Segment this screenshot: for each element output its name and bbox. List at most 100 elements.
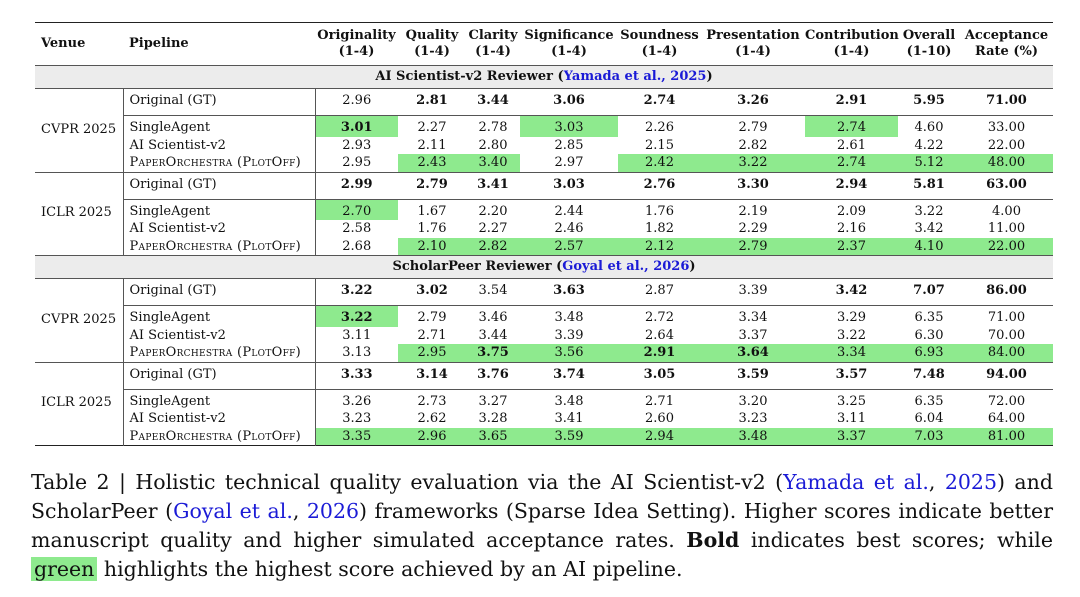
score-cell: 3.20 (738, 393, 768, 409)
score-cell: 22.00 (960, 237, 1053, 256)
score-cell: 2.64 (645, 327, 674, 343)
score-cell: 2.29 (738, 221, 768, 236)
header-metric: Acceptance Rate (%) (964, 28, 1049, 59)
score-cell: 2.57 (520, 237, 618, 256)
score-cell: 7.48 (898, 362, 960, 390)
caption-text: , (292, 499, 307, 523)
caption-cite-link[interactable]: 2026 (306, 499, 360, 523)
venue-group: CVPR 2025 Original (GT) 3.22 3.02 3.54 3.63 2.… (35, 278, 1053, 362)
header-metric: Significance (1-4) (524, 28, 614, 59)
header-metric: Clarity (1-4) (468, 28, 518, 59)
score-cell: 3.26 (701, 88, 805, 116)
pipeline-cell: SingleAgent (123, 115, 316, 137)
score-cell: 6.93 (898, 344, 960, 362)
pipeline-name: SingleAgent (129, 393, 211, 409)
score-cell: 71.00 (987, 310, 1026, 325)
score-cell: 2.85 (554, 137, 584, 153)
score-cell: 2.79 (738, 120, 768, 135)
table-header: Venue Pipeline Originality (1-4) Quality(… (35, 22, 1053, 66)
caption-cite-link[interactable]: Yamada et al. (783, 470, 929, 494)
table-row: SingleAgent 3.26 2.73 3.27 3.48 2.71 3.20 3.25 6… (35, 389, 1053, 410)
score-cell: 3.23 (342, 411, 372, 426)
score-cell: 2.79 (398, 172, 466, 200)
score-cell: 2.12 (618, 237, 701, 256)
reviewer-cite-link[interactable]: Goyal et al., 2026 (562, 259, 690, 275)
pipeline-cell: SingleAgent (123, 199, 316, 220)
caption-green-word: green (31, 557, 98, 581)
score-cell: 3.74 (520, 362, 618, 390)
score-cell: 4.00 (992, 203, 1021, 219)
score-cell: 86.00 (960, 278, 1053, 306)
table-caption: Table 2 | Holistic technical quality eva… (31, 468, 1053, 584)
score-cell: 3.26 (342, 393, 372, 409)
score-cell: 2.46 (554, 221, 584, 236)
score-cell: 2.95 (398, 344, 466, 362)
pipeline-name: Original (GT) (129, 176, 217, 192)
table-row: PaperOrchestra (PlotOff) 2.68 2.10 2.82 2.57… (35, 237, 1053, 256)
score-cell: 3.28 (478, 411, 508, 426)
pipeline-cell: Original (GT) (123, 88, 316, 116)
score-cell: 2.68 (342, 238, 372, 254)
caption-cite-link[interactable]: 2025 (944, 470, 997, 494)
pipeline-cell: AI Scientist-v2 (123, 410, 316, 428)
pipeline-name: PaperOrchestra (PlotOff) (129, 345, 302, 360)
table-row: SingleAgent 3.01 2.27 2.78 3.03 2.26 2.79 2.74 4… (35, 115, 1053, 137)
header-venue: Venue (41, 36, 86, 51)
score-cell: 3.22 (914, 203, 944, 219)
table-row: AI Scientist-v2 3.23 2.62 3.28 3.41 2.60 3.23 3… (35, 410, 1053, 428)
table-row: CVPR 2025 Original (GT) 2.96 2.81 3.44 3.06 2.… (35, 88, 1053, 172)
score-cell: 3.11 (342, 327, 372, 343)
score-cell: 3.27 (478, 393, 508, 409)
score-cell: 2.93 (342, 137, 372, 153)
score-cell: 48.00 (960, 154, 1053, 172)
pipeline-name: PaperOrchestra (PlotOff) (129, 238, 302, 254)
venue-group: ICLR 2025 Original (GT) 3.33 3.14 3.76 3.74 3.… (35, 362, 1053, 446)
score-cell: 84.00 (960, 344, 1053, 362)
score-cell: 2.74 (805, 115, 898, 137)
score-cell: 2.26 (645, 120, 674, 135)
table-row: AI Scientist-v2 2.58 1.76 2.27 2.46 1.82 2.29 2… (35, 220, 1053, 238)
score-cell: 2.74 (805, 154, 898, 172)
pipeline-name: Original (GT) (129, 366, 217, 382)
score-cell: 3.48 (554, 310, 584, 325)
score-cell: 3.14 (398, 362, 466, 390)
score-cell: 3.22 (315, 305, 398, 327)
pipeline-cell: PaperOrchestra (PlotOff) (123, 344, 316, 362)
score-cell: 3.37 (738, 327, 768, 343)
venue-cell: ICLR 2025 (35, 362, 124, 446)
venue-group: ICLR 2025 Original (GT) 2.99 2.79 3.41 3.03 2.… (35, 172, 1053, 256)
pipeline-cell: PaperOrchestra (PlotOff) (123, 237, 316, 256)
pipeline-cell: SingleAgent (123, 305, 316, 327)
score-cell: 3.63 (520, 278, 618, 306)
score-cell: 3.40 (466, 154, 520, 172)
score-cell: 5.81 (898, 172, 960, 200)
score-cell: 2.82 (466, 237, 520, 256)
venue-cell: CVPR 2025 (35, 88, 124, 172)
score-cell: 3.13 (342, 345, 372, 360)
score-cell: 2.96 (398, 427, 466, 446)
pipeline-cell: Original (GT) (123, 362, 316, 390)
caption-text: , (928, 470, 945, 494)
reviewer-row: ScholarPeer Reviewer (Goyal et al., 2026… (35, 255, 1053, 279)
score-cell: 2.09 (837, 203, 866, 219)
score-cell: 3.59 (520, 427, 618, 446)
score-cell: 1.76 (417, 221, 447, 236)
score-cell: 3.30 (701, 172, 805, 200)
score-cell: 4.60 (914, 120, 944, 135)
header-metric: Overall (1-10) (902, 28, 956, 59)
score-cell: 2.94 (805, 172, 898, 200)
score-cell: 2.37 (805, 237, 898, 256)
score-cell: 3.02 (398, 278, 466, 306)
score-cell: 3.39 (701, 278, 805, 306)
pipeline-cell: Original (GT) (123, 278, 316, 306)
reviewer-cite-link[interactable]: Yamada et al., 2025 (563, 69, 707, 85)
score-cell: 2.82 (738, 137, 768, 153)
score-cell: 4.22 (914, 137, 944, 153)
score-cell: 2.72 (645, 310, 674, 325)
score-cell: 3.44 (466, 88, 520, 116)
caption-cite-link[interactable]: Goyal et al. (173, 499, 293, 523)
pipeline-name: AI Scientist-v2 (129, 137, 226, 153)
score-cell: 2.79 (701, 237, 805, 256)
score-cell: 3.34 (805, 344, 898, 362)
score-cell: 3.03 (520, 115, 618, 137)
